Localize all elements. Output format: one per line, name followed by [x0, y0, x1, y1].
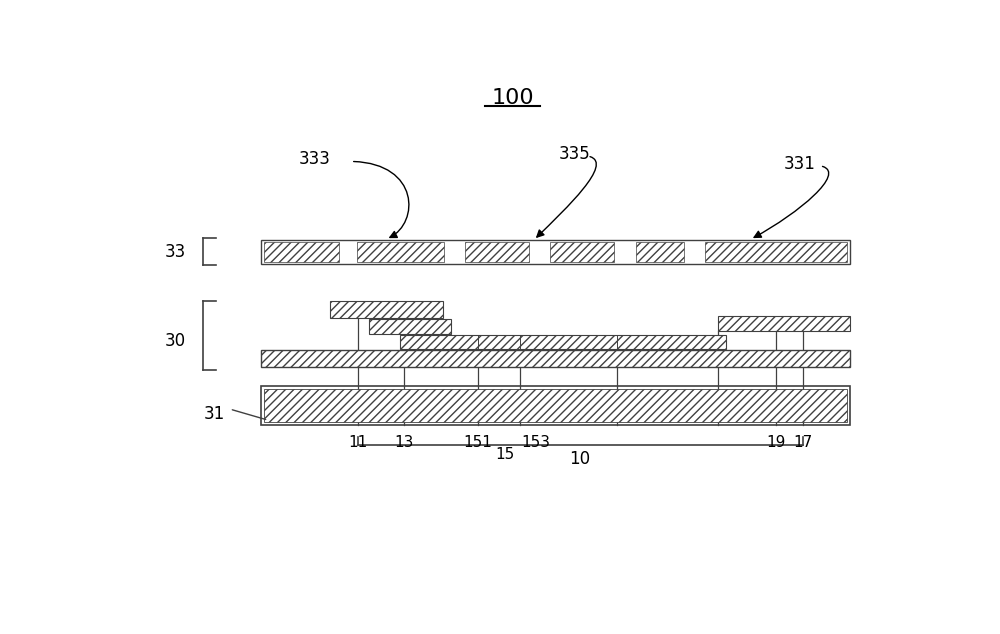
FancyArrowPatch shape — [537, 157, 596, 237]
Text: 331: 331 — [783, 155, 815, 173]
Text: 15: 15 — [495, 447, 514, 462]
FancyArrowPatch shape — [354, 162, 409, 238]
Text: 33: 33 — [165, 243, 186, 261]
Bar — [330, 301, 443, 318]
Bar — [261, 351, 850, 366]
Text: 11: 11 — [348, 435, 367, 450]
Bar — [400, 335, 726, 349]
Bar — [369, 319, 450, 334]
Bar — [261, 386, 850, 425]
FancyArrowPatch shape — [754, 166, 829, 237]
Bar — [705, 242, 847, 262]
Text: 19: 19 — [766, 435, 786, 450]
Text: 100: 100 — [491, 88, 534, 108]
Text: 153: 153 — [521, 435, 550, 450]
Bar — [465, 242, 529, 262]
Text: 151: 151 — [463, 435, 492, 450]
Text: 10: 10 — [569, 450, 590, 469]
Bar — [264, 242, 339, 262]
Bar — [718, 316, 850, 331]
Bar — [357, 242, 444, 262]
Text: 335: 335 — [559, 145, 590, 163]
Text: 333: 333 — [299, 150, 331, 168]
Bar — [264, 389, 847, 422]
Text: 17: 17 — [794, 435, 813, 450]
Text: 31: 31 — [204, 405, 225, 423]
Text: 30: 30 — [165, 332, 186, 350]
Text: 13: 13 — [394, 435, 414, 450]
Bar — [261, 240, 850, 264]
Bar — [550, 242, 614, 262]
Bar — [636, 242, 684, 262]
